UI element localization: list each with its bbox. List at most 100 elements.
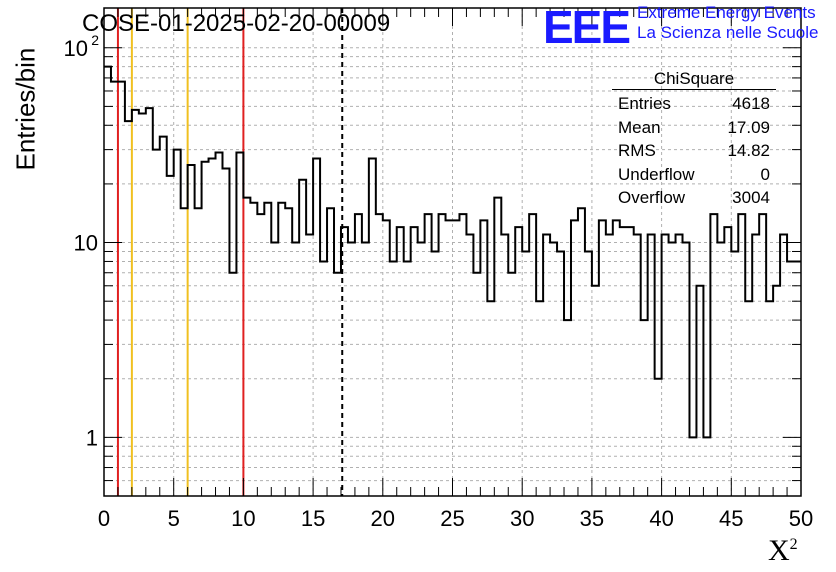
histogram-bin bbox=[515, 227, 522, 496]
x-tick-label: 50 bbox=[789, 506, 813, 531]
histogram-bin bbox=[508, 273, 515, 496]
histogram-bin bbox=[627, 227, 634, 496]
histogram-bin bbox=[236, 152, 243, 496]
histogram-bin bbox=[299, 180, 306, 496]
histogram-series bbox=[104, 65, 801, 496]
histogram-bin bbox=[146, 108, 153, 496]
histogram-bin bbox=[376, 214, 383, 496]
histogram-bin bbox=[355, 214, 362, 496]
histogram-bin bbox=[264, 203, 271, 496]
histogram-bin bbox=[662, 234, 669, 496]
histogram-bin bbox=[104, 67, 111, 496]
histogram-bin bbox=[620, 227, 627, 496]
histogram-bin bbox=[571, 220, 578, 496]
histogram-bin bbox=[369, 159, 376, 496]
histogram-bin bbox=[529, 214, 536, 496]
y-tick-label: 10 bbox=[74, 231, 98, 256]
histogram-outline bbox=[104, 65, 801, 439]
x-tick-label: 10 bbox=[231, 506, 255, 531]
histogram-bin bbox=[564, 320, 571, 496]
histogram-bin bbox=[592, 286, 599, 496]
stats-value: 14.82 bbox=[727, 141, 770, 160]
histogram-bin bbox=[202, 162, 209, 496]
histogram-bin bbox=[209, 159, 216, 496]
chart-title: COSE-01-2025-02-20-00009 bbox=[82, 10, 391, 37]
histogram-bin bbox=[404, 261, 411, 496]
histogram-bin bbox=[285, 208, 292, 496]
histogram-bin bbox=[181, 208, 188, 496]
histogram-bin bbox=[174, 150, 181, 496]
histogram-bin bbox=[125, 121, 132, 496]
histogram-bin bbox=[139, 113, 146, 496]
histogram-bin bbox=[717, 243, 724, 496]
x-tick-label: 30 bbox=[510, 506, 534, 531]
histogram-bin bbox=[132, 110, 139, 496]
grid-lines bbox=[104, 8, 801, 497]
histogram-bin bbox=[780, 234, 787, 496]
stats-row-overflow: Overflow 3004 bbox=[612, 186, 776, 210]
stats-value: 0 bbox=[760, 164, 770, 184]
stats-row-mean: Mean 17.09 bbox=[612, 116, 776, 140]
histogram-bin bbox=[613, 220, 620, 496]
x-axis-label-superscript: 2 bbox=[789, 536, 798, 553]
histogram-bin bbox=[738, 214, 745, 496]
histogram-bin bbox=[418, 243, 425, 496]
logo-subtitle-1: Extreme Energy Events bbox=[637, 3, 816, 22]
stats-label: RMS bbox=[618, 141, 656, 160]
histogram-bin bbox=[634, 234, 641, 496]
stats-label: Mean bbox=[618, 117, 661, 137]
histogram-bin bbox=[585, 251, 592, 496]
histogram-bin bbox=[327, 208, 334, 496]
histogram-bin bbox=[669, 243, 676, 496]
histogram-bin bbox=[306, 234, 313, 496]
histogram-bin bbox=[599, 220, 606, 496]
histogram-bin bbox=[703, 437, 710, 496]
histogram-bin bbox=[390, 261, 397, 496]
x-tick-label: 0 bbox=[98, 506, 110, 531]
histogram-bin bbox=[229, 273, 236, 496]
histogram-bin bbox=[160, 137, 167, 496]
stats-label: Overflow bbox=[618, 188, 686, 207]
y-tick-exponent: 2 bbox=[91, 32, 99, 48]
histogram-bin bbox=[271, 243, 278, 496]
histogram-bin bbox=[745, 301, 752, 496]
histogram-bin bbox=[195, 208, 202, 496]
histogram-bin bbox=[222, 168, 229, 496]
histogram-bin bbox=[278, 203, 285, 496]
x-tick-label: 5 bbox=[168, 506, 180, 531]
histogram-bin bbox=[188, 165, 195, 496]
histogram-bin bbox=[432, 251, 439, 496]
histogram-bin bbox=[257, 214, 264, 496]
stats-title: ChiSquare bbox=[612, 69, 776, 90]
stats-label: Underflow bbox=[618, 164, 695, 184]
histogram-bin bbox=[292, 243, 299, 496]
histogram-bin bbox=[362, 243, 369, 496]
histogram-bin bbox=[320, 261, 327, 496]
eee-logo: EEE bbox=[543, 1, 631, 53]
histogram-bin bbox=[439, 214, 446, 496]
stats-row-entries: Entries 4618 bbox=[612, 92, 776, 116]
histogram-bin bbox=[501, 234, 508, 496]
histogram-bin bbox=[341, 227, 348, 496]
x-tick-label: 45 bbox=[719, 506, 743, 531]
histogram-bin bbox=[724, 227, 731, 496]
marker-lines bbox=[116, 8, 344, 496]
histogram-bin bbox=[453, 220, 460, 496]
stats-value: 4618 bbox=[732, 94, 770, 113]
histogram-bin bbox=[334, 273, 341, 496]
histogram-bin bbox=[243, 198, 250, 496]
histogram-bin bbox=[731, 251, 738, 496]
stats-row-underflow: Underflow 0 bbox=[612, 163, 776, 187]
histogram-bin bbox=[759, 214, 766, 496]
x-tick-label: 35 bbox=[580, 506, 604, 531]
y-tick-label: 10 bbox=[64, 36, 88, 61]
logo-subtitle-2: La Scienza nelle Scuole bbox=[637, 23, 819, 42]
stats-row-rms: RMS 14.82 bbox=[612, 139, 776, 163]
histogram-bin bbox=[383, 220, 390, 496]
histogram-bin bbox=[459, 214, 466, 496]
stats-box: ChiSquare Entries 4618 Mean 17.09 RMS 14… bbox=[612, 69, 776, 210]
y-tick-label: 1 bbox=[86, 425, 98, 450]
histogram-bin bbox=[655, 379, 662, 496]
